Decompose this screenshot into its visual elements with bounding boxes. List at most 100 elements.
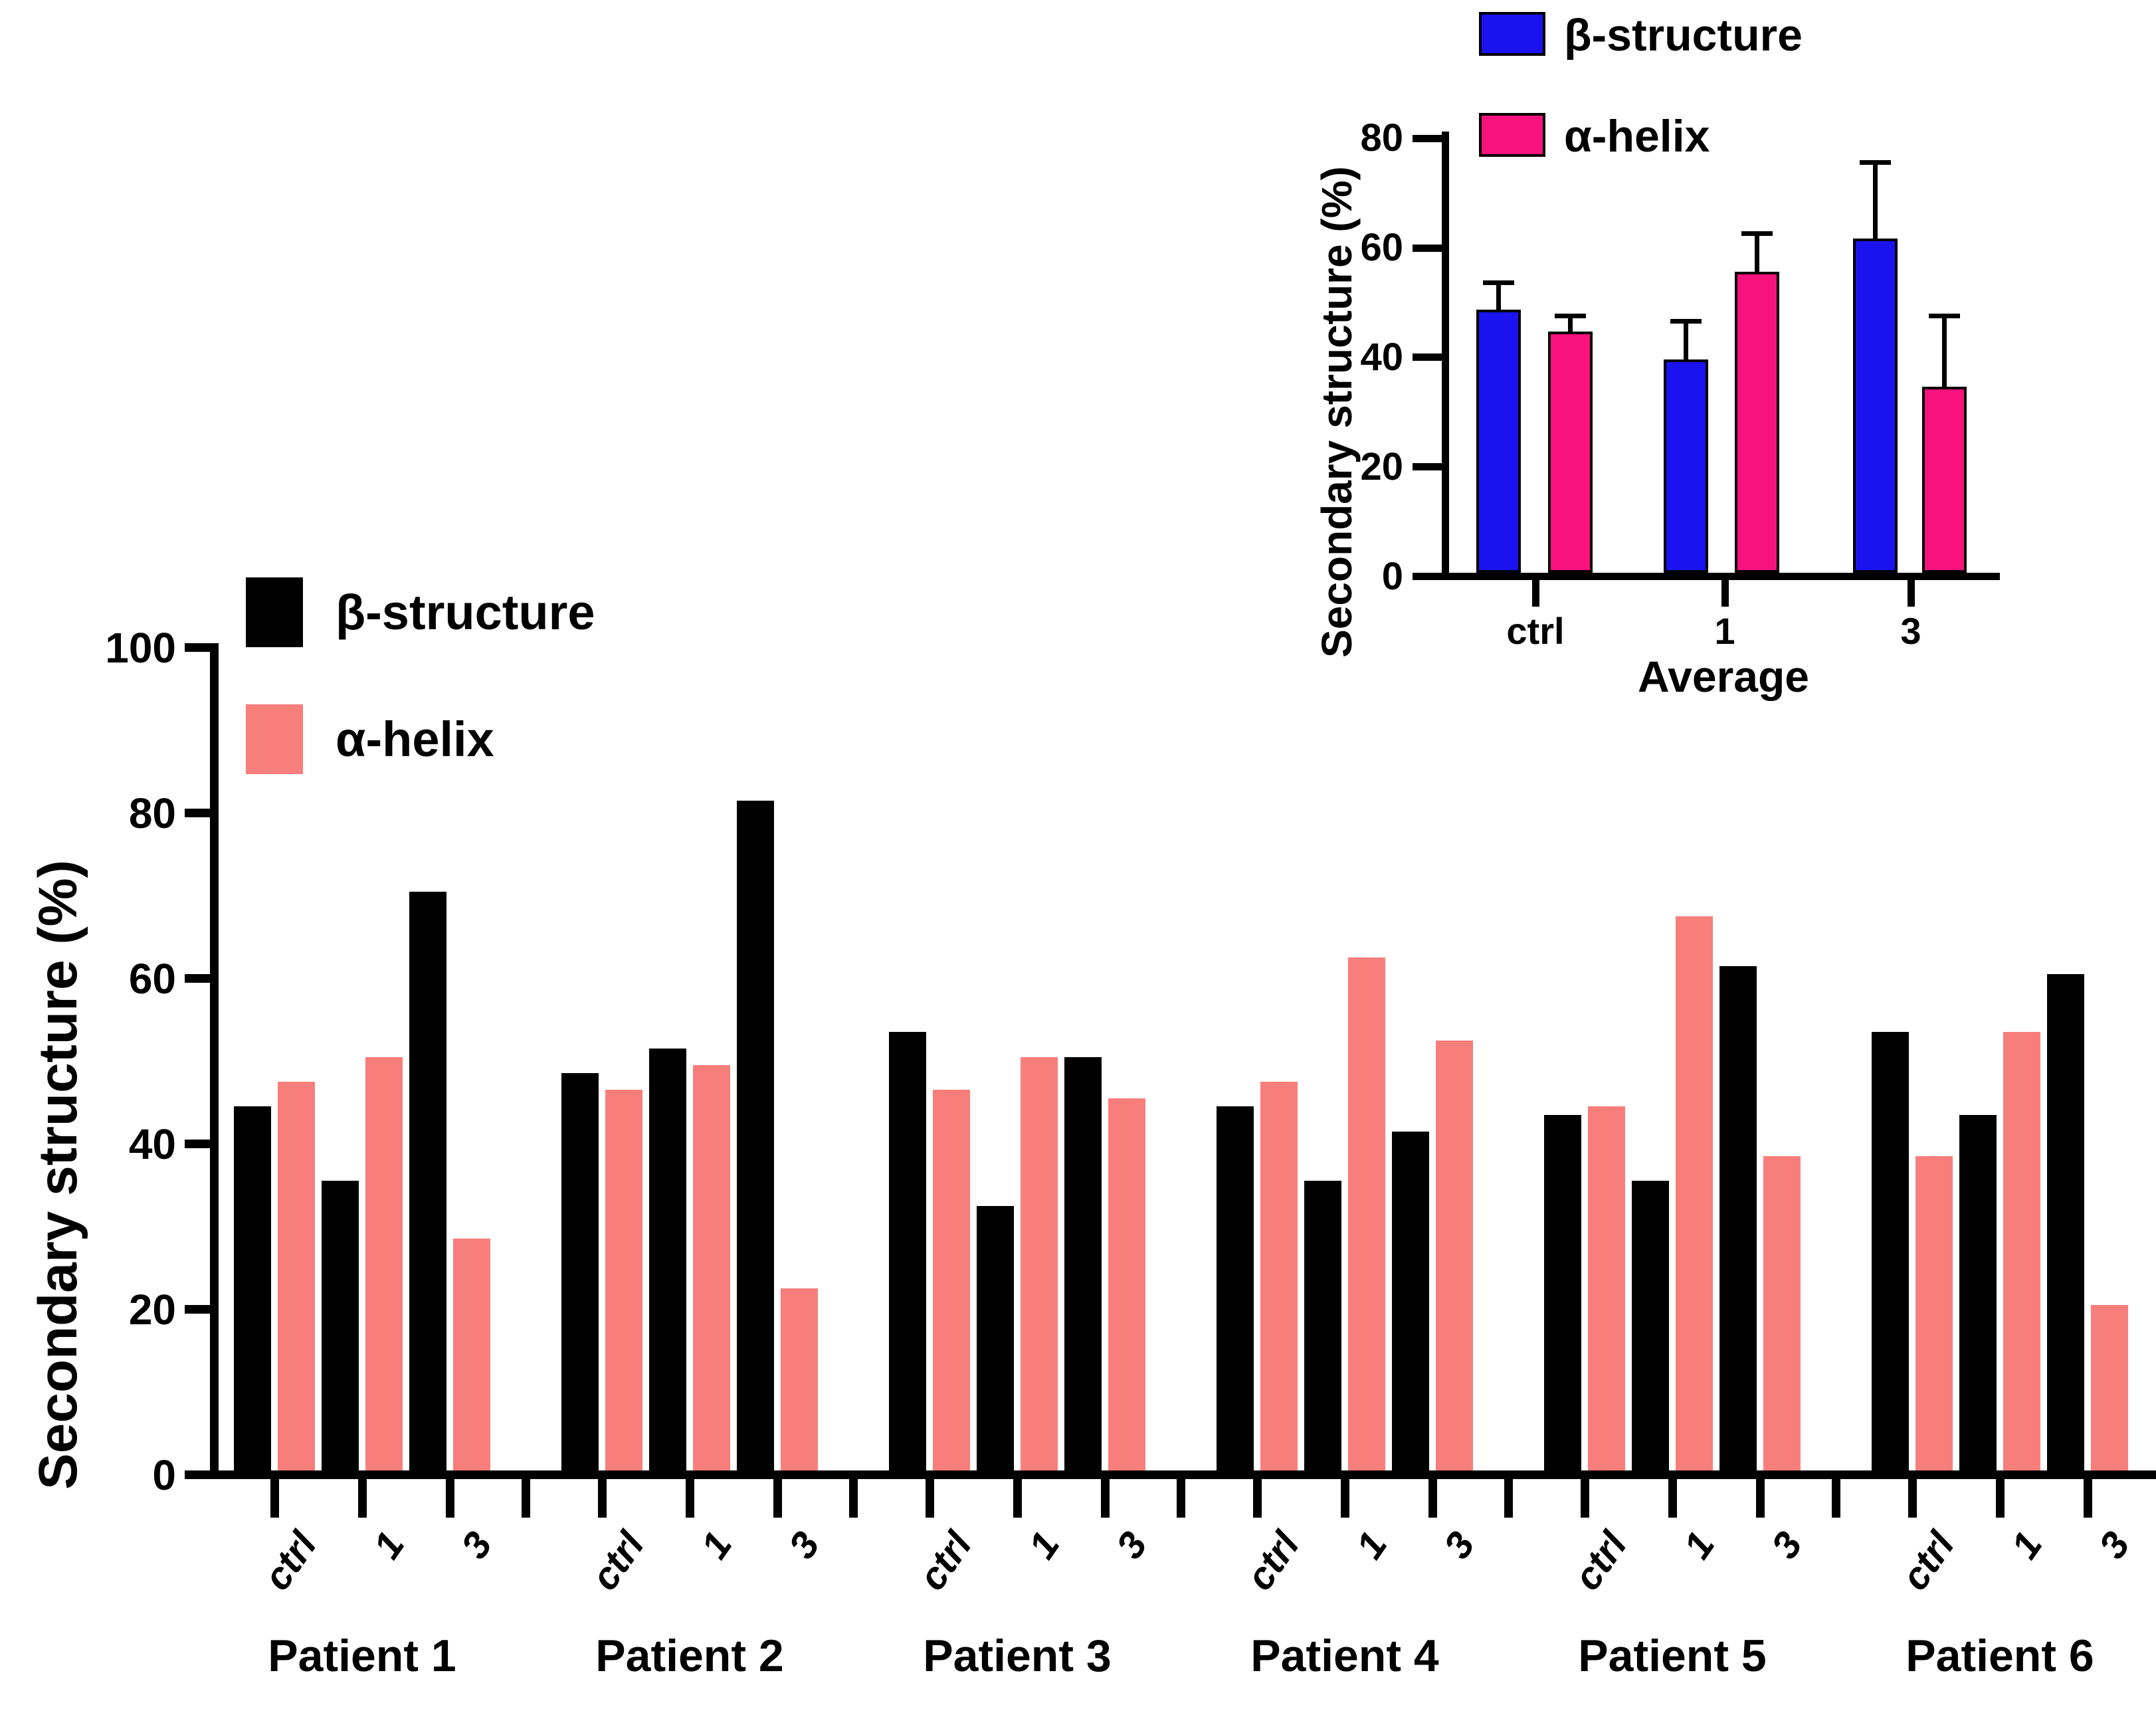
- main-bar-patient1-1-beta: [322, 1181, 359, 1470]
- main-x-tick-patient2-ctrl: [598, 1479, 607, 1518]
- main-x-tick-patient5-ctrl: [1581, 1479, 1589, 1518]
- main-bar-patient1-3-beta: [409, 891, 446, 1470]
- main-bar-patient4-ctrl-beta: [1217, 1106, 1254, 1470]
- alpha-helix-legend-swatch: [1479, 113, 1545, 157]
- main-x-tick-patient4-ctrl: [1253, 1479, 1262, 1518]
- inset-bar-3-alpha: [1922, 386, 1967, 573]
- main-bar-patient3-1-beta: [977, 1205, 1014, 1470]
- main-bar-patient3-3-alpha: [1108, 1098, 1145, 1470]
- main-y-tick-100: [185, 643, 210, 652]
- inset-error-line-1-alpha: [1755, 233, 1759, 274]
- main-bar-patient5-3-alpha: [1763, 1156, 1801, 1470]
- main-bar-patient3-ctrl-beta: [889, 1032, 926, 1470]
- main-bar-patient2-1-beta: [649, 1049, 686, 1470]
- inset-y-tick-40: [1413, 353, 1442, 361]
- main-x-tick-patient1-1: [358, 1479, 367, 1518]
- main-group-label-patient5: Patient 5: [1578, 1631, 1767, 1681]
- inset-x-axis-line: [1442, 573, 2000, 580]
- main-x-tick-patient4-1: [1341, 1479, 1349, 1518]
- inset-y-tick-label-60: 60: [1360, 226, 1403, 270]
- main-bar-patient4-ctrl-alpha: [1260, 1081, 1298, 1470]
- main-bar-patient5-1-alpha: [1676, 916, 1713, 1470]
- inset-bar-1-alpha: [1735, 271, 1779, 573]
- main-bar-patient3-3-beta: [1064, 1056, 1102, 1470]
- main-y-tick-0: [185, 1470, 210, 1479]
- main-x-tick-patient3-3: [1101, 1479, 1110, 1518]
- main-bar-patient5-ctrl-alpha: [1588, 1106, 1625, 1470]
- inset-error-line-3-beta: [1873, 162, 1878, 242]
- alpha-helix-legend-label: α-helix: [1564, 111, 1710, 161]
- inset-y-tick-20: [1413, 463, 1442, 471]
- main-x-tick-patient4-3: [1428, 1479, 1437, 1518]
- inset-error-cap-1-beta: [1670, 318, 1702, 324]
- main-bar-patient5-ctrl-beta: [1544, 1114, 1581, 1470]
- main-group-gap-tick-2: [849, 1479, 858, 1518]
- main-bar-patient4-3-beta: [1392, 1131, 1429, 1470]
- main-group-gap-tick-4: [1504, 1479, 1513, 1518]
- inset-error-line-1-beta: [1684, 320, 1688, 362]
- main-bar-patient6-ctrl-alpha: [1915, 1156, 1953, 1470]
- main-bar-patient6-3-alpha: [2091, 1305, 2128, 1470]
- inset-error-cap-3-beta: [1860, 160, 1891, 165]
- inset-x-tick-ctrl: [1531, 580, 1539, 607]
- main-bar-patient2-ctrl-beta: [561, 1073, 599, 1470]
- main-group-gap-tick-5: [1832, 1479, 1840, 1518]
- main-bar-patient1-ctrl-beta: [234, 1106, 271, 1470]
- inset-error-line-ctrl-beta: [1496, 282, 1501, 313]
- beta-structure-legend-label: β-structure: [1564, 10, 1803, 60]
- inset-error-line-3-alpha: [1942, 315, 1947, 389]
- main-bar-patient3-ctrl-alpha: [933, 1090, 970, 1470]
- main-bar-patient5-1-beta: [1632, 1181, 1669, 1470]
- main-group-label-patient4: Patient 4: [1250, 1631, 1439, 1681]
- main-x-tick-patient3-ctrl: [926, 1479, 934, 1518]
- inset-y-tick-80: [1413, 134, 1442, 142]
- inset-y-tick-60: [1413, 244, 1442, 252]
- beta-structure-legend-swatch: [1479, 12, 1545, 56]
- inset-error-cap-1-alpha: [1741, 231, 1773, 237]
- alpha-helix-legend-label: α-helix: [336, 712, 494, 767]
- inset-x-tick-1: [1721, 580, 1729, 607]
- inset-x-tick-label-ctrl: ctrl: [1506, 610, 1565, 652]
- inset-bar-ctrl-beta: [1476, 310, 1521, 573]
- main-bar-patient1-ctrl-alpha: [278, 1081, 315, 1470]
- main-bar-patient1-3-alpha: [453, 1239, 490, 1470]
- main-y-tick-40: [185, 1140, 210, 1148]
- main-bar-patient5-3-beta: [1719, 965, 1757, 1470]
- alpha-helix-legend-swatch: [246, 704, 303, 774]
- main-y-axis-line: [210, 643, 219, 1479]
- main-bar-patient2-ctrl-alpha: [605, 1090, 642, 1470]
- main-bar-patient4-1-alpha: [1348, 957, 1385, 1470]
- inset-y-tick-label-80: 80: [1360, 116, 1403, 160]
- main-group-gap-tick-1: [522, 1479, 530, 1518]
- main-y-tick-label-20: 20: [128, 1285, 176, 1334]
- inset-y-tick-label-40: 40: [1360, 335, 1403, 379]
- beta-structure-legend-label: β-structure: [336, 585, 595, 640]
- main-bar-patient3-1-alpha: [1021, 1056, 1058, 1470]
- main-x-tick-patient5-3: [1756, 1479, 1765, 1518]
- main-bar-patient2-3-alpha: [781, 1288, 818, 1470]
- inset-y-tick-0: [1413, 573, 1442, 580]
- main-group-label-patient3: Patient 3: [923, 1631, 1112, 1681]
- main-y-tick-label-80: 80: [128, 789, 176, 837]
- main-bar-patient6-3-beta: [2047, 974, 2084, 1470]
- inset-y-axis-line: [1442, 132, 1449, 580]
- main-y-tick-20: [185, 1305, 210, 1314]
- inset-bar-1-beta: [1664, 359, 1708, 573]
- inset-error-line-ctrl-alpha: [1568, 315, 1573, 335]
- inset-x-tick-label-1: 1: [1714, 610, 1735, 652]
- main-bar-patient6-1-alpha: [2003, 1032, 2040, 1470]
- inset-error-cap-ctrl-alpha: [1555, 313, 1586, 318]
- main-x-tick-patient6-1: [1996, 1479, 2005, 1518]
- main-y-tick-label-100: 100: [105, 623, 176, 672]
- main-x-tick-patient6-ctrl: [1908, 1479, 1917, 1518]
- inset-bar-3-beta: [1853, 239, 1898, 573]
- beta-structure-legend-swatch: [246, 577, 303, 647]
- main-x-axis-line: [210, 1470, 2156, 1479]
- inset-y-tick-label-0: 0: [1381, 554, 1403, 598]
- main-x-tick-patient3-1: [1013, 1479, 1022, 1518]
- main-bar-patient4-3-alpha: [1436, 1040, 1473, 1470]
- inset-x-axis-title: Average: [1637, 652, 1810, 701]
- main-group-label-patient1: Patient 1: [268, 1631, 456, 1681]
